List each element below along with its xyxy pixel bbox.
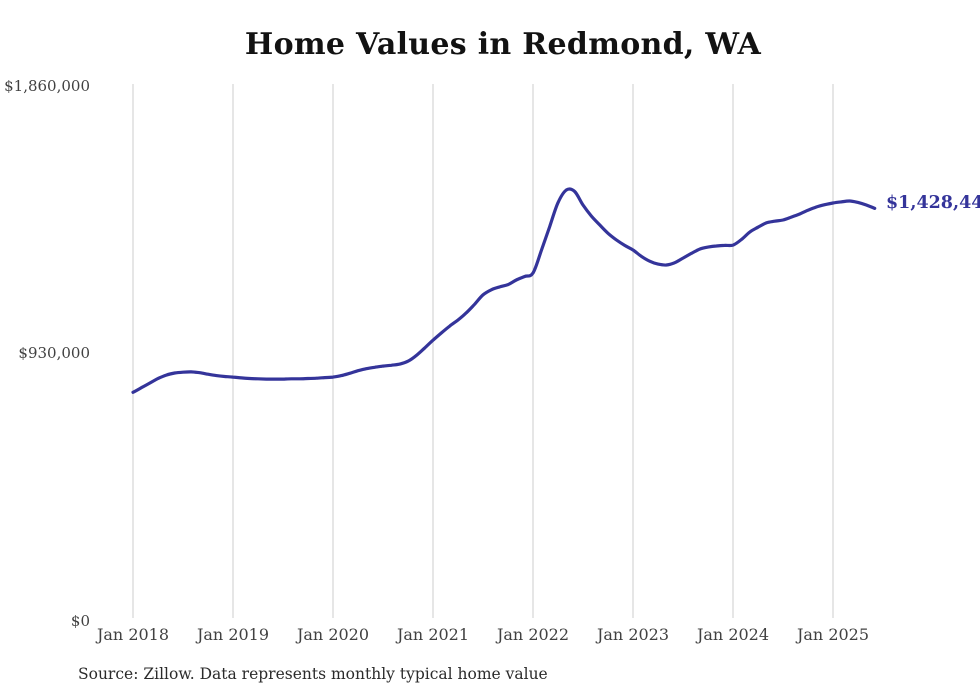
value-line xyxy=(131,187,877,394)
x-tick-label: Jan 2021 xyxy=(395,625,469,644)
y-tick-label: $0 xyxy=(71,612,90,630)
chart-title: Home Values in Redmond, WA xyxy=(244,27,762,62)
y-axis-tick-labels: $1,860,000 $930,000 $0 xyxy=(4,77,90,630)
x-axis-tick-labels: Jan 2018 Jan 2019 Jan 2020 Jan 2021 Jan … xyxy=(95,625,869,644)
y-tick-label: $930,000 xyxy=(18,344,90,362)
x-tick-label: Jan 2019 xyxy=(195,625,269,644)
source-note: Source: Zillow. Data represents monthly … xyxy=(78,665,548,683)
x-tick-label: Jan 2020 xyxy=(295,625,369,644)
x-tick-label: Jan 2018 xyxy=(95,625,169,644)
end-value-label: $1,428,448 xyxy=(886,193,980,213)
y-tick-label: $1,860,000 xyxy=(4,77,90,95)
gridlines xyxy=(132,84,834,618)
x-tick-label: Jan 2023 xyxy=(595,625,669,644)
x-tick-label: Jan 2025 xyxy=(795,625,869,644)
x-tick-label: Jan 2022 xyxy=(495,625,569,644)
x-tick-label: Jan 2024 xyxy=(695,625,769,644)
